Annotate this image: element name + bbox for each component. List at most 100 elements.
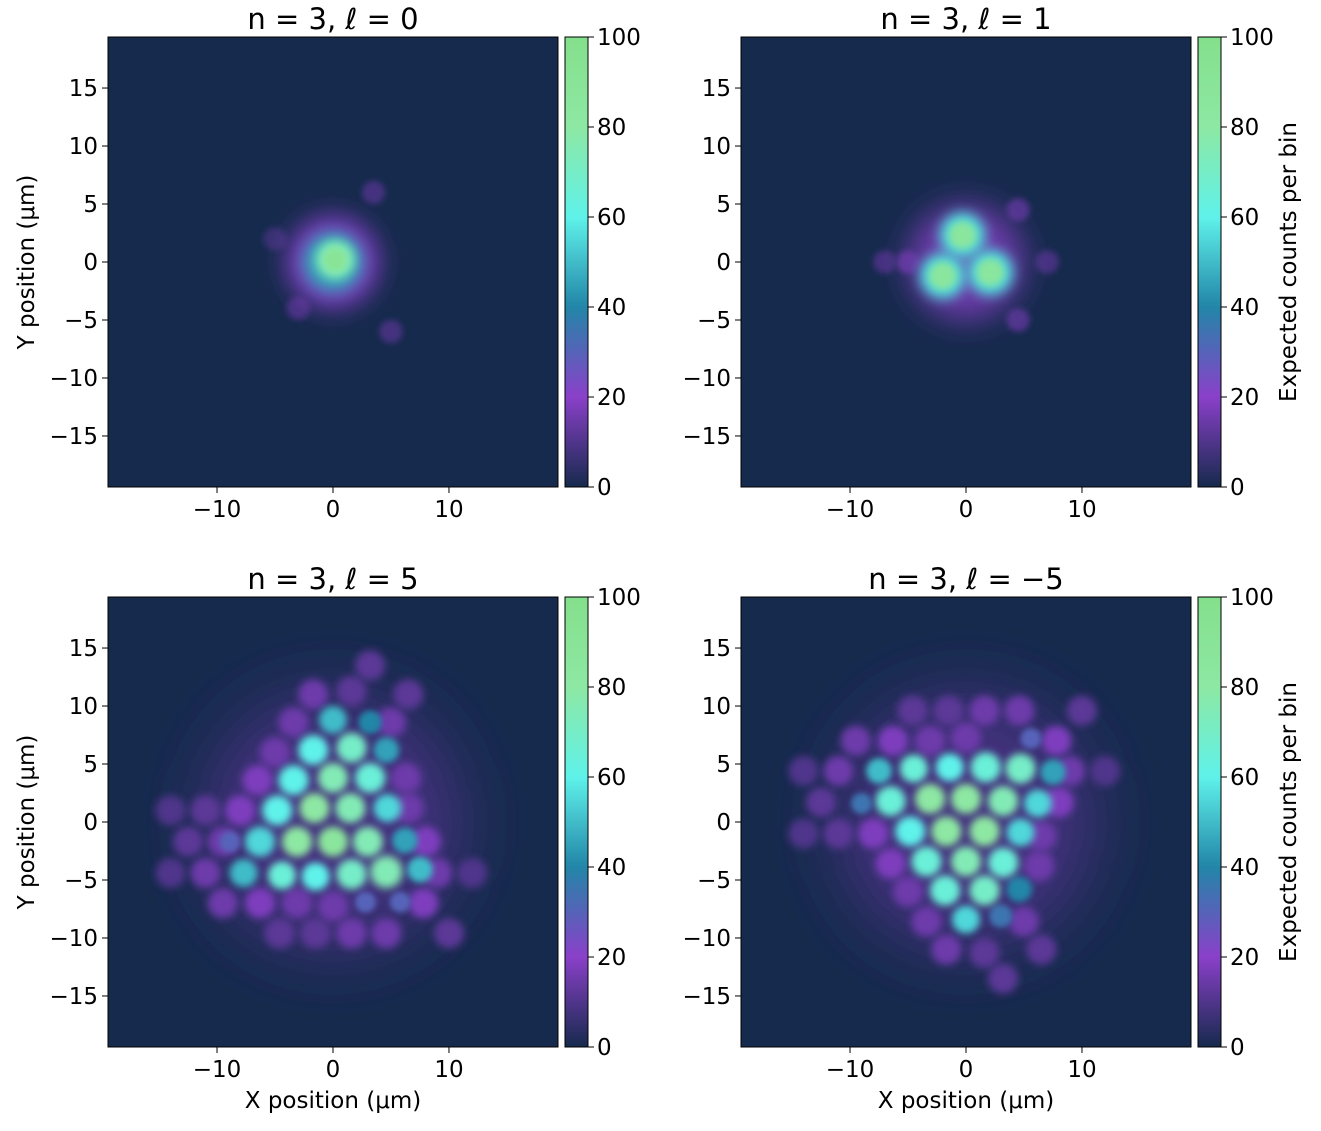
intensity-spot: [1026, 820, 1057, 851]
intensity-spot: [298, 679, 329, 710]
colorbar-tick-label: 40: [597, 855, 626, 881]
x-tick-label: 10: [1067, 497, 1096, 523]
colorbar-tick-label: 60: [597, 205, 626, 231]
y-tick-label: 5: [716, 752, 731, 778]
intensity-spot: [390, 762, 422, 794]
colorbar-tick-label: 80: [597, 115, 626, 141]
intensity-spot: [948, 221, 977, 250]
x-axis-label: X position (μm): [878, 1088, 1054, 1114]
panel: −10 0 10 −15 −10 −5 0 5 10 15 n = 3, ℓ = 1 0 20 40 60 8…: [682, 2, 1302, 523]
x-tick-label: 0: [959, 1057, 974, 1083]
heatmap: [788, 694, 1121, 994]
colorbar-tick-label: 100: [1230, 25, 1274, 51]
intensity-spot: [408, 888, 439, 919]
y-tick-label: −10: [49, 926, 98, 952]
intensity-spot: [969, 695, 1000, 726]
intensity-spot: [410, 826, 441, 857]
intensity-spot: [897, 695, 928, 726]
intensity-spot: [1006, 818, 1035, 847]
colorbar: [1197, 36, 1222, 488]
intensity-spot: [225, 795, 256, 826]
colorbar-tick-label: 80: [1230, 115, 1259, 141]
intensity-spot: [1023, 850, 1055, 882]
intensity-spot: [911, 906, 942, 937]
y-tick-label: 15: [69, 76, 98, 102]
intensity-spot: [877, 725, 909, 756]
intensity-spot: [407, 856, 433, 883]
intensity-spot: [1035, 250, 1059, 274]
intensity-spot: [928, 262, 957, 290]
intensity-spot: [317, 826, 349, 857]
intensity-spot: [931, 934, 962, 965]
intensity-spot: [931, 816, 962, 847]
colorbar-tick-label: 100: [597, 585, 641, 611]
intensity-spot: [950, 722, 982, 753]
intensity-spot: [336, 675, 367, 707]
colorbar-tick-label: 60: [1230, 205, 1259, 231]
colorbar-tick-label: 80: [597, 675, 626, 701]
heatmap: [263, 180, 403, 344]
colorbar-tick-label: 80: [1230, 675, 1259, 701]
colorbar: [564, 596, 589, 1048]
intensity-spot: [788, 755, 819, 787]
colorbar-tick-label: 0: [597, 1035, 612, 1061]
colorbar-tick-label: 40: [597, 295, 626, 321]
intensity-spot: [319, 706, 347, 734]
intensity-spot: [875, 786, 906, 817]
intensity-spot: [1005, 753, 1036, 784]
intensity-spot: [840, 725, 871, 756]
y-tick-label: −15: [49, 984, 98, 1010]
intensity-spot: [278, 765, 309, 796]
intensity-spot: [301, 862, 330, 891]
y-tick-label: 0: [716, 250, 731, 276]
panel-title: n = 3, ℓ = 0: [247, 2, 418, 36]
intensity-spot: [914, 725, 946, 756]
colorbar: [564, 36, 589, 488]
intensity-spot: [379, 319, 403, 344]
intensity-spot: [389, 891, 411, 913]
intensity-spot: [1026, 934, 1057, 965]
intensity-spot: [244, 888, 276, 919]
y-tick-label: −5: [697, 308, 731, 334]
x-tick-label: −10: [193, 1057, 242, 1083]
intensity-spot: [858, 818, 889, 849]
panel-title: n = 3, ℓ = −5: [868, 562, 1063, 596]
intensity-spot: [950, 846, 982, 877]
colorbar-tick-label: 20: [597, 385, 626, 411]
intensity-spot: [300, 918, 331, 949]
colorbar-tick-label: 100: [1230, 585, 1274, 611]
intensity-spot: [264, 918, 295, 949]
colorbar-tick-label: 40: [1230, 295, 1259, 321]
y-tick-label: −5: [697, 868, 731, 894]
x-tick-label: −10: [193, 497, 242, 523]
colorbar-label: Expected counts per bin: [1276, 122, 1302, 402]
colorbar-tick-label: 20: [1230, 385, 1259, 411]
intensity-spot: [433, 918, 465, 949]
intensity-spot: [190, 857, 221, 889]
intensity-spot: [190, 795, 221, 826]
intensity-spot: [393, 679, 424, 710]
intensity-spot: [259, 737, 291, 768]
intensity-spot: [823, 818, 854, 849]
y-axis-label: Y position (μm): [14, 175, 40, 351]
y-axis-label: Y position (μm): [14, 735, 40, 911]
intensity-spot: [361, 180, 386, 205]
colorbar-tick-label: 0: [1230, 475, 1245, 501]
y-tick-label: −10: [49, 366, 98, 392]
intensity-spot: [393, 793, 424, 824]
intensity-spot: [969, 875, 1000, 906]
intensity-spot: [911, 846, 942, 877]
intensity-spot: [930, 875, 961, 906]
y-tick-label: 15: [69, 636, 98, 662]
intensity-spot: [373, 794, 402, 822]
intensity-spot: [207, 888, 238, 919]
x-tick-label: −10: [826, 1057, 875, 1083]
y-tick-label: −15: [682, 424, 731, 450]
panel: −10 0 10 −15 −10 −5 0 5 10 15 n = 3, ℓ = 5 X positi…: [14, 562, 641, 1114]
intensity-spot: [281, 888, 313, 919]
x-tick-label: 10: [434, 1057, 463, 1083]
heatmap: [873, 198, 1059, 332]
intensity-spot: [323, 248, 347, 272]
intensity-spot: [875, 848, 906, 879]
